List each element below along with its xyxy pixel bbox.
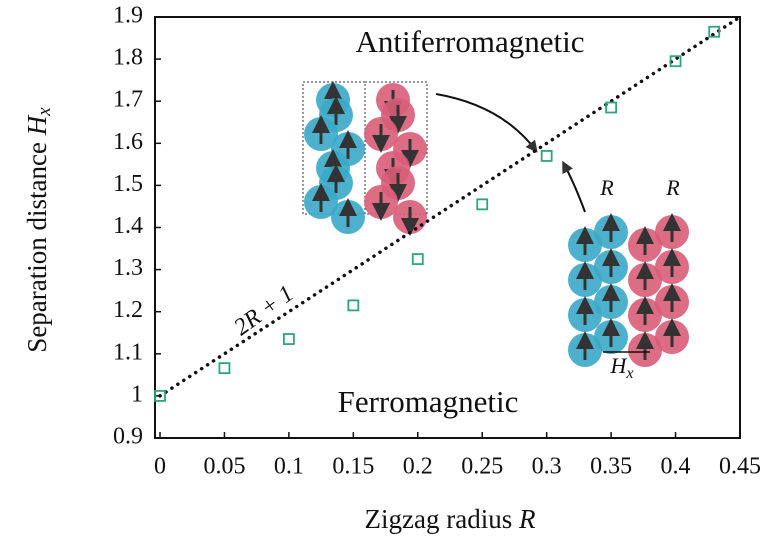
point xyxy=(154,389,166,402)
inset-label: R xyxy=(665,175,680,200)
point xyxy=(347,299,360,312)
line-label: 2R + 1 xyxy=(229,281,298,341)
y-axis-label: Separation distance xyxy=(22,142,52,353)
y-tick-label: 1.1 xyxy=(113,339,143,365)
x-tick-label: 0.15 xyxy=(332,454,374,480)
point xyxy=(476,198,489,211)
y-axis-label: Separation distance Hx xyxy=(22,107,55,353)
point xyxy=(708,25,721,38)
y-tick-label: 1.2 xyxy=(113,297,143,323)
x-tick-label: 0.05 xyxy=(203,454,245,480)
x-axis-label: R xyxy=(518,504,536,534)
reference-line xyxy=(158,15,742,398)
x-tick-label: 0.35 xyxy=(590,454,632,480)
point xyxy=(282,333,295,345)
x-axis-label: Zigzag radius R xyxy=(365,504,536,534)
x-axis-label: Zigzag radius xyxy=(365,504,513,534)
annotation: Antiferromagnetic xyxy=(356,24,585,59)
point xyxy=(218,362,231,375)
annotation: Ferromagnetic xyxy=(338,384,519,419)
point xyxy=(669,55,682,68)
inset-label: H xyxy=(610,353,628,378)
plot-frame xyxy=(154,16,741,439)
x-tick-label: 0.4 xyxy=(661,454,691,480)
x-tick-label: 0.2 xyxy=(403,454,433,480)
point xyxy=(411,253,424,265)
inset-label: R xyxy=(599,175,614,200)
x-tick-label: 0.45 xyxy=(719,454,761,480)
pointer xyxy=(562,160,586,213)
y-tick-label: 1.3 xyxy=(113,255,143,281)
y-tick-label: 1.7 xyxy=(113,87,143,113)
insets xyxy=(302,81,689,367)
point xyxy=(540,150,553,162)
y-tick-label: 1.5 xyxy=(113,171,143,197)
y-tick-label: 0.9 xyxy=(113,424,143,450)
x-tick-label: 0.1 xyxy=(274,454,304,480)
x-tick-label: 0.25 xyxy=(461,454,503,480)
y-tick-label: 1.4 xyxy=(113,213,143,239)
pointer xyxy=(435,93,538,153)
inset-label: Hx xyxy=(610,353,634,382)
x-tick-label: 0.3 xyxy=(532,454,562,480)
y-axis-label: x xyxy=(34,107,55,117)
y-axis-label: H xyxy=(22,114,52,136)
y-tick-label: 1.9 xyxy=(113,3,143,29)
x-tick-label: 0 xyxy=(154,454,166,480)
inset-label: x xyxy=(625,365,633,382)
point xyxy=(605,101,618,114)
y-tick-label: 1 xyxy=(131,381,143,407)
y-tick-label: 1.8 xyxy=(113,45,143,71)
y-tick-label: 1.6 xyxy=(113,129,143,155)
